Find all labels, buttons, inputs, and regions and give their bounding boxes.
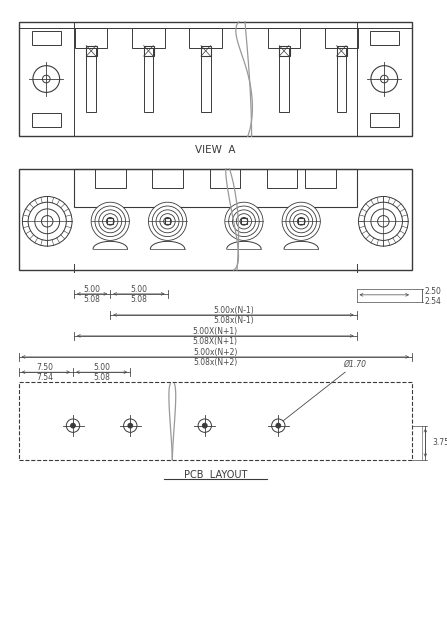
Bar: [241, 219, 247, 224]
Bar: [305, 169, 336, 188]
Circle shape: [276, 423, 281, 428]
Bar: [132, 28, 164, 48]
Bar: [337, 48, 346, 112]
Bar: [32, 31, 61, 44]
Bar: [143, 46, 154, 56]
Text: 5.00: 5.00: [131, 284, 148, 294]
Circle shape: [128, 423, 133, 428]
Circle shape: [240, 217, 248, 225]
Circle shape: [294, 214, 309, 229]
Bar: [143, 48, 153, 112]
Circle shape: [152, 206, 183, 237]
Bar: [32, 113, 61, 127]
Text: 5.08x(N+2): 5.08x(N+2): [193, 358, 237, 367]
Circle shape: [371, 209, 396, 234]
Circle shape: [33, 66, 59, 92]
Bar: [190, 28, 222, 48]
Circle shape: [364, 202, 402, 241]
Circle shape: [378, 216, 389, 227]
Bar: [337, 46, 347, 56]
Bar: [370, 113, 399, 127]
Circle shape: [232, 210, 255, 232]
Circle shape: [28, 202, 66, 241]
Circle shape: [35, 209, 59, 234]
Circle shape: [71, 423, 76, 428]
Circle shape: [236, 214, 252, 229]
Bar: [279, 48, 289, 112]
Text: 2.50: 2.50: [425, 286, 442, 296]
Circle shape: [297, 217, 305, 225]
Text: PCB  LAYOUT: PCB LAYOUT: [184, 470, 247, 480]
Text: 5.00x(N-1): 5.00x(N-1): [213, 306, 254, 314]
Text: 2.54: 2.54: [425, 297, 442, 306]
Circle shape: [99, 210, 122, 232]
Bar: [19, 382, 412, 460]
Text: 5.00x(N+2): 5.00x(N+2): [193, 348, 237, 357]
Circle shape: [66, 419, 80, 432]
Text: 5.00X(N+1): 5.00X(N+1): [193, 327, 238, 336]
Circle shape: [225, 202, 263, 241]
Bar: [86, 46, 97, 56]
Text: 5.08: 5.08: [131, 295, 148, 304]
Circle shape: [91, 202, 129, 241]
Circle shape: [286, 206, 316, 237]
Circle shape: [124, 419, 137, 432]
Bar: [325, 28, 358, 48]
Bar: [86, 48, 96, 112]
Text: 5.00: 5.00: [84, 284, 101, 294]
Text: Ø1.70: Ø1.70: [343, 360, 366, 369]
Text: 3.75: 3.75: [432, 438, 447, 448]
Circle shape: [95, 206, 126, 237]
Bar: [152, 169, 183, 188]
Bar: [201, 48, 211, 112]
Text: 5.08: 5.08: [84, 295, 101, 304]
Text: 7.50: 7.50: [37, 363, 54, 372]
Text: 5.00: 5.00: [93, 363, 110, 372]
Text: 5.08X(N+1): 5.08X(N+1): [193, 337, 238, 346]
Circle shape: [148, 202, 187, 241]
Bar: [95, 169, 126, 188]
Bar: [19, 169, 412, 270]
Circle shape: [156, 210, 179, 232]
Text: 7.54: 7.54: [37, 373, 54, 382]
Circle shape: [103, 214, 118, 229]
Circle shape: [160, 214, 175, 229]
Circle shape: [198, 419, 211, 432]
Circle shape: [202, 423, 207, 428]
Text: VIEW  A: VIEW A: [195, 145, 236, 155]
Bar: [267, 169, 297, 188]
Circle shape: [22, 196, 72, 246]
Bar: [201, 46, 211, 56]
Circle shape: [282, 202, 320, 241]
Circle shape: [106, 217, 114, 225]
Circle shape: [371, 66, 398, 92]
Text: 5.08x(N-1): 5.08x(N-1): [213, 316, 254, 325]
Circle shape: [42, 75, 50, 83]
Bar: [268, 28, 300, 48]
Circle shape: [290, 210, 313, 232]
Bar: [298, 219, 304, 224]
Bar: [210, 169, 240, 188]
Circle shape: [42, 216, 53, 227]
Bar: [74, 169, 357, 207]
Bar: [75, 28, 107, 48]
Circle shape: [272, 419, 285, 432]
Bar: [279, 46, 290, 56]
Bar: [164, 219, 170, 224]
Circle shape: [229, 206, 259, 237]
Circle shape: [380, 75, 388, 83]
Bar: [19, 22, 412, 136]
Bar: [107, 219, 113, 224]
Text: 5.08: 5.08: [93, 373, 110, 382]
Bar: [370, 31, 399, 44]
Circle shape: [164, 217, 171, 225]
Circle shape: [358, 196, 408, 246]
